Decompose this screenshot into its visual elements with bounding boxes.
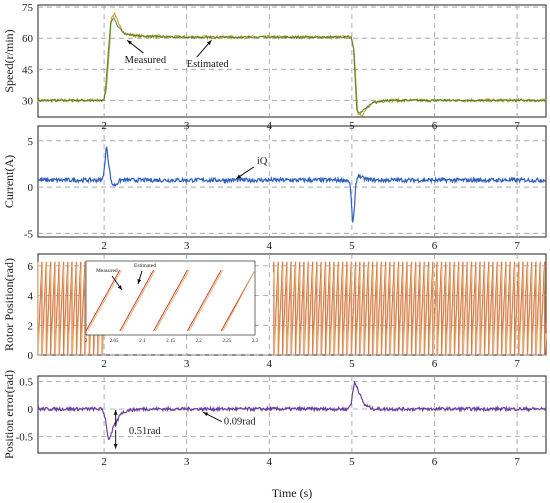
y-tick-label: 60 [22, 33, 34, 45]
x-tick-label: 7 [514, 240, 520, 252]
y-tick-label: 30 [22, 95, 34, 107]
inset-x-tick-label: 2.05 [110, 339, 119, 344]
x-tick-label: 6 [432, 120, 438, 132]
x-tick-label: 3 [184, 358, 190, 370]
arrow-051-up-head [113, 410, 118, 415]
y-tick-label: 2 [28, 320, 34, 332]
x-tick-label: 7 [514, 120, 520, 132]
x-tick-label: 6 [432, 240, 438, 252]
position-error-line [37, 380, 547, 441]
y-axis-title-3: Rotor Position(rad) [2, 258, 16, 351]
y-tick-label: 45 [22, 64, 34, 76]
position-measured-line [37, 261, 547, 356]
inset-x-tick-label: 2.25 [222, 339, 231, 344]
inset-x-tick-label: 2.2 [196, 339, 203, 344]
inset-x-tick-label: 2.1 [139, 339, 146, 344]
current-iq-line [37, 145, 546, 223]
annotation-estimated: Estimated [187, 59, 230, 70]
x-tick-label: 2 [101, 120, 107, 132]
speed-measured-line [37, 17, 547, 115]
annotation-051rad: 0.51rad [129, 426, 162, 437]
annotation-iq: iQ [257, 156, 268, 167]
x-tick-label: 5 [349, 456, 355, 468]
subplot-frames [37, 4, 547, 454]
x-tick-label: 3 [184, 120, 190, 132]
inset-x-tick-label: 2.3 [252, 339, 259, 344]
y-axis-title-1: Speed(r/min) [2, 29, 16, 92]
x-tick-label: 4 [267, 456, 273, 468]
y-tick-label: 5 [28, 136, 34, 148]
x-tick-label: 4 [267, 358, 273, 370]
x-tick-label: 5 [349, 358, 355, 370]
inset-x-tick-label: 2.15 [166, 339, 175, 344]
arrow-iq-head [236, 174, 242, 179]
y-tick-label: 0 [28, 404, 34, 416]
x-axis-title: Time (s) [272, 486, 313, 500]
inset-estimated-line [87, 269, 256, 332]
y-tick-label: 4 [28, 291, 34, 303]
data-series [37, 11, 547, 449]
y-tick-label: 6 [28, 261, 34, 273]
x-tick-label: 2 [101, 358, 107, 370]
subplot-frame-2 [37, 125, 547, 238]
arrow-051-down-head [113, 443, 118, 449]
subplot-frame-1 [37, 4, 547, 118]
y-tick-label: -5 [24, 228, 34, 240]
inset-label-estimated: Estimated [134, 263, 156, 269]
x-tick-label: 5 [349, 120, 355, 132]
x-tick-label: 6 [432, 456, 438, 468]
subplot-frame-4 [37, 375, 547, 454]
x-tick-label: 4 [267, 120, 273, 132]
arrow-estimated-head [206, 40, 212, 46]
x-tick-label: 3 [184, 240, 190, 252]
inset-arrow-measured-head [117, 285, 122, 290]
x-tick-label: 7 [514, 358, 520, 370]
x-tick-label: 7 [514, 456, 520, 468]
inset-arrow-estimated-head [137, 279, 142, 284]
inset-label-measured: Measured [96, 268, 118, 274]
arrow-009-head [203, 412, 209, 417]
y-tick-label: -0.5 [16, 432, 34, 444]
y-axis-title-2: Current(A) [2, 155, 16, 208]
inset-measured-line [85, 269, 256, 332]
x-tick-label: 4 [267, 240, 273, 252]
x-tick-label: 3 [184, 456, 190, 468]
x-tick-label: 6 [432, 358, 438, 370]
inset-x-tick-label: 2 [85, 339, 88, 344]
x-tick-label: 5 [349, 240, 355, 252]
y-tick-label: 0 [28, 350, 34, 362]
arrow-measured-head [127, 40, 133, 45]
y-tick-label: 0.5 [19, 377, 33, 389]
y-tick-label: 0 [28, 182, 34, 194]
position-estimated-line [37, 261, 547, 356]
annotation-measured: Measured [125, 55, 167, 66]
x-tick-label: 2 [101, 240, 107, 252]
annotation-009rad: 0.09rad [224, 416, 257, 427]
y-tick-label: 75 [22, 2, 34, 14]
y-axis-title-4: Position error(rad) [2, 370, 16, 459]
x-tick-label: 2 [101, 456, 107, 468]
